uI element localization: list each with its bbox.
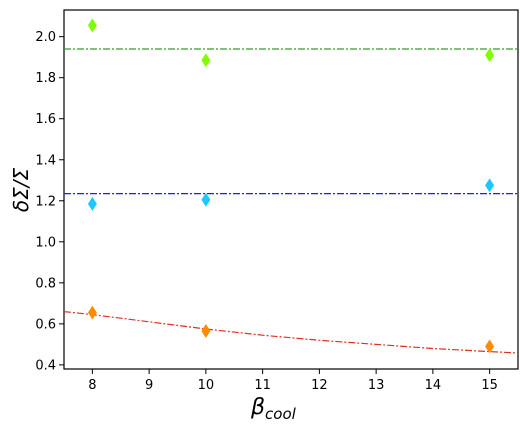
x-tick-label: 9 — [145, 378, 153, 393]
y-tick-label: 0.4 — [35, 358, 56, 373]
y-tick-label: 2.0 — [35, 30, 56, 45]
x-tick-label: 12 — [311, 378, 328, 393]
x-tick-label: 11 — [254, 378, 271, 393]
x-tick-label: 14 — [425, 378, 442, 393]
y-tick-label: 1.4 — [35, 153, 56, 168]
x-axis-ticks: 8 9 10 11 12 13 14 15 — [88, 369, 498, 393]
x-tick-label: 8 — [88, 378, 96, 393]
y-tick-label: 1.0 — [35, 235, 56, 250]
x-tick-label: 13 — [368, 378, 385, 393]
reference-lines — [63, 48, 519, 354]
reference-line-3 — [63, 311, 519, 354]
data-point-series-3 — [201, 324, 211, 338]
y-axis-ticks: 0.4 0.6 0.8 1.0 1.2 1.4 1.6 1.8 2.0 — [35, 30, 64, 373]
data-point-series-1 — [485, 48, 495, 63]
y-tick-label: 0.6 — [35, 317, 56, 332]
x-tick-label: 10 — [198, 378, 215, 393]
y-tick-label: 1.8 — [35, 71, 56, 86]
data-point-series-3 — [87, 305, 97, 320]
y-tick-label: 1.2 — [35, 194, 56, 209]
y-tick-label: 1.6 — [35, 112, 56, 127]
data-point-series-1 — [87, 18, 97, 33]
data-point-series-2 — [485, 178, 495, 193]
plot-frame — [63, 9, 519, 370]
y-axis-label: δΣ/Σ — [9, 168, 33, 213]
data-point-series-1 — [201, 53, 211, 68]
x-axis-label: βcool — [250, 395, 297, 423]
y-tick-label: 0.8 — [35, 276, 56, 291]
data-point-series-2 — [87, 196, 97, 211]
x-tick-label: 15 — [481, 378, 498, 393]
data-markers — [87, 18, 495, 354]
data-point-series-3 — [485, 339, 495, 354]
data-point-series-2 — [201, 192, 211, 207]
